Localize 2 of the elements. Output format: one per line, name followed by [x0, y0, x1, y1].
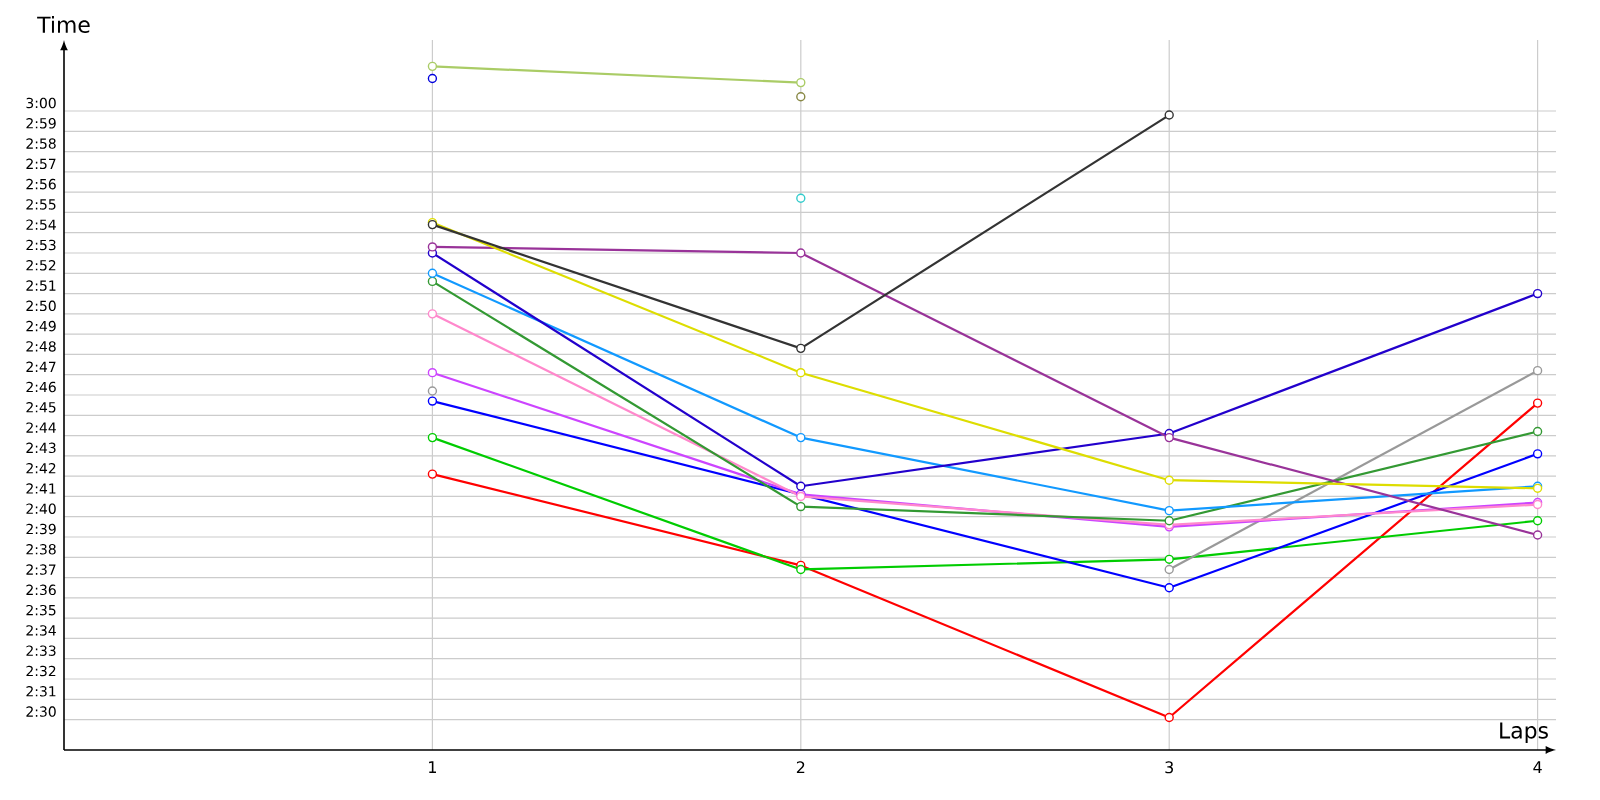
y-axis-title: Time	[37, 15, 90, 33]
x-axis-title: Laps	[1500, 722, 1548, 743]
